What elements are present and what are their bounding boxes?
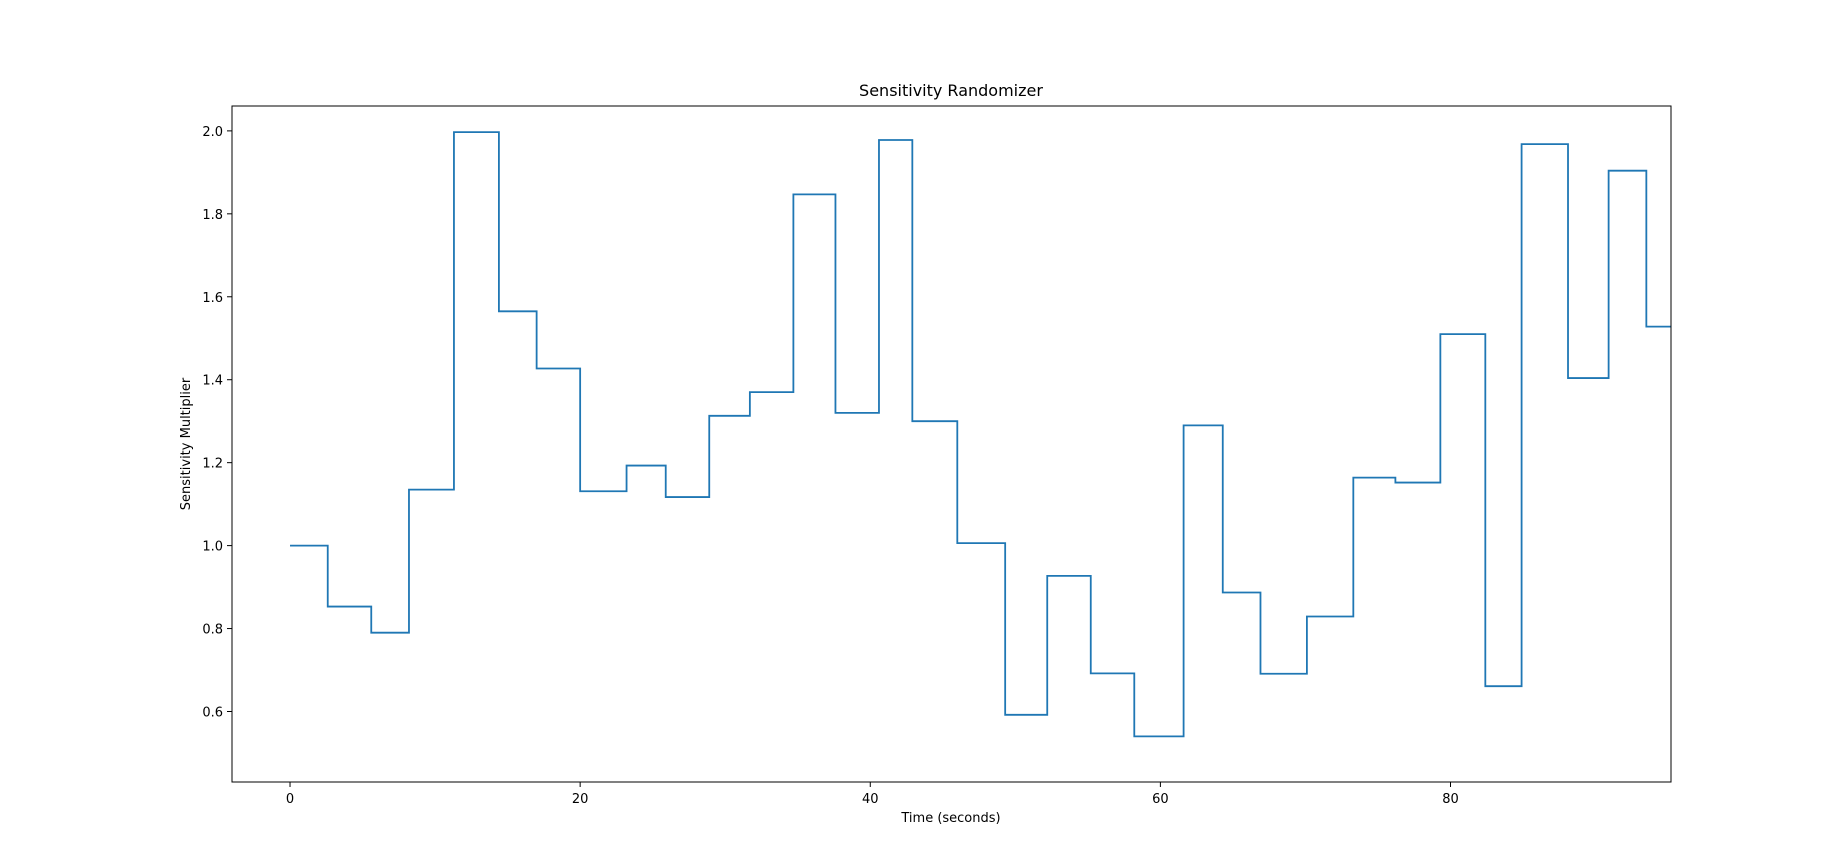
chart-title: Sensitivity Randomizer [859,81,1043,100]
y-tick-label: 0.6 [202,705,223,720]
y-tick-label: 1.8 [202,208,223,223]
x-tick-label: 40 [862,792,879,807]
y-tick-label: 1.0 [202,540,223,555]
y-tick-label: 1.4 [202,374,223,389]
x-tick-label: 20 [572,792,589,807]
plot-area [290,131,1671,738]
x-tick-label: 80 [1442,792,1459,807]
x-axis-label: Time (seconds) [900,811,1000,826]
y-tick-label: 0.8 [202,623,223,638]
x-tick-label: 60 [1152,792,1169,807]
y-axis-label: Sensitivity Multiplier [179,377,194,510]
y-tick-label: 2.0 [202,125,223,140]
axis-ticks: 0 20 40 60 80 0.6 0.8 1.0 1.2 1.4 1.6 1.8 2.0 [202,125,1458,807]
y-tick-label: 1.2 [202,457,223,472]
axes-frame [231,105,1672,783]
series-line [290,131,1671,738]
y-tick-label: 1.6 [202,291,223,306]
x-tick-label: 0 [286,792,294,807]
